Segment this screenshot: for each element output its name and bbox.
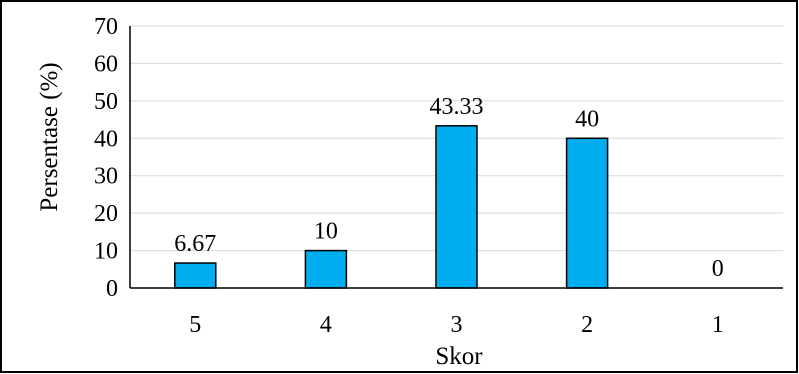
x-tick-label: 1: [712, 312, 724, 338]
y-tick-label: 50: [94, 89, 118, 115]
y-axis-title: Persentase (%): [36, 62, 63, 211]
bar-value-label: 40: [575, 106, 599, 132]
bar-value-label: 43.33: [430, 94, 484, 120]
bar-value-label: 6.67: [174, 231, 216, 257]
bar: [565, 137, 609, 289]
y-tick-label: 60: [94, 51, 118, 77]
x-tick-label: 3: [451, 312, 463, 338]
bar-value-label: 10: [314, 219, 338, 245]
x-tick-label: 4: [320, 312, 332, 338]
y-tick-label: 30: [94, 164, 118, 190]
y-axis-ticks: 0 10 20 30 40 50 60 70: [94, 14, 118, 302]
x-tick-label: 5: [189, 312, 201, 338]
x-tick-label: 2: [581, 312, 593, 338]
y-tick-label: 20: [94, 201, 118, 227]
bar-value-label: 0: [712, 256, 724, 282]
y-tick-label: 70: [94, 14, 118, 40]
y-tick-label: 10: [94, 239, 118, 265]
x-axis-title: Skor: [435, 343, 483, 370]
bar: [304, 249, 348, 289]
y-tick-label: 40: [94, 126, 118, 152]
bar: [435, 125, 478, 289]
data-labels: 6.67 10 43.33 40 0: [174, 94, 723, 282]
bar: [174, 262, 217, 289]
x-axis-ticks: 5 4 3 2 1: [189, 312, 723, 338]
y-tick-label: 0: [106, 276, 118, 302]
